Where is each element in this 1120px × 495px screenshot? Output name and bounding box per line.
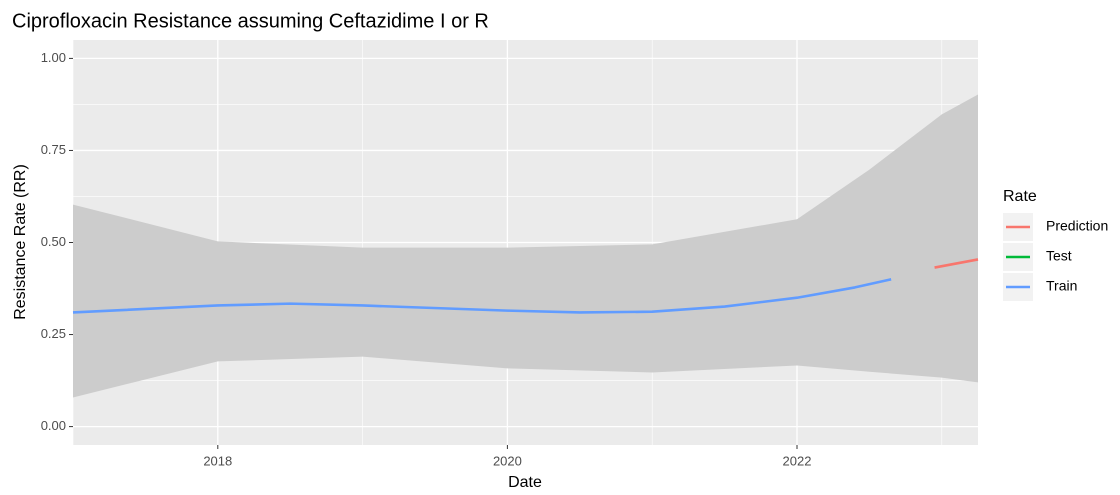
x-tick-label: 2020 bbox=[493, 453, 522, 468]
series-line bbox=[934, 258, 979, 269]
confidence-band bbox=[73, 94, 978, 398]
legend-label: Train bbox=[1046, 278, 1077, 294]
y-tick-label: 0.00 bbox=[41, 418, 66, 433]
y-tick-label: 0.75 bbox=[41, 142, 66, 157]
chart-title: Ciprofloxacin Resistance assuming Ceftaz… bbox=[12, 10, 489, 32]
y-tick-label: 0.50 bbox=[41, 234, 66, 249]
y-tick-label: 1.00 bbox=[41, 50, 66, 65]
x-tick-label: 2018 bbox=[203, 453, 232, 468]
legend-title: Rate bbox=[1003, 188, 1037, 205]
y-axis-label: Resistance Rate (RR) bbox=[12, 164, 29, 320]
y-tick-label: 0.25 bbox=[41, 326, 66, 341]
legend-label: Prediction bbox=[1046, 218, 1108, 234]
x-tick-label: 2022 bbox=[783, 453, 812, 468]
series-line bbox=[72, 278, 892, 314]
legend-label: Test bbox=[1046, 248, 1072, 264]
x-axis-label: Date bbox=[508, 474, 542, 491]
